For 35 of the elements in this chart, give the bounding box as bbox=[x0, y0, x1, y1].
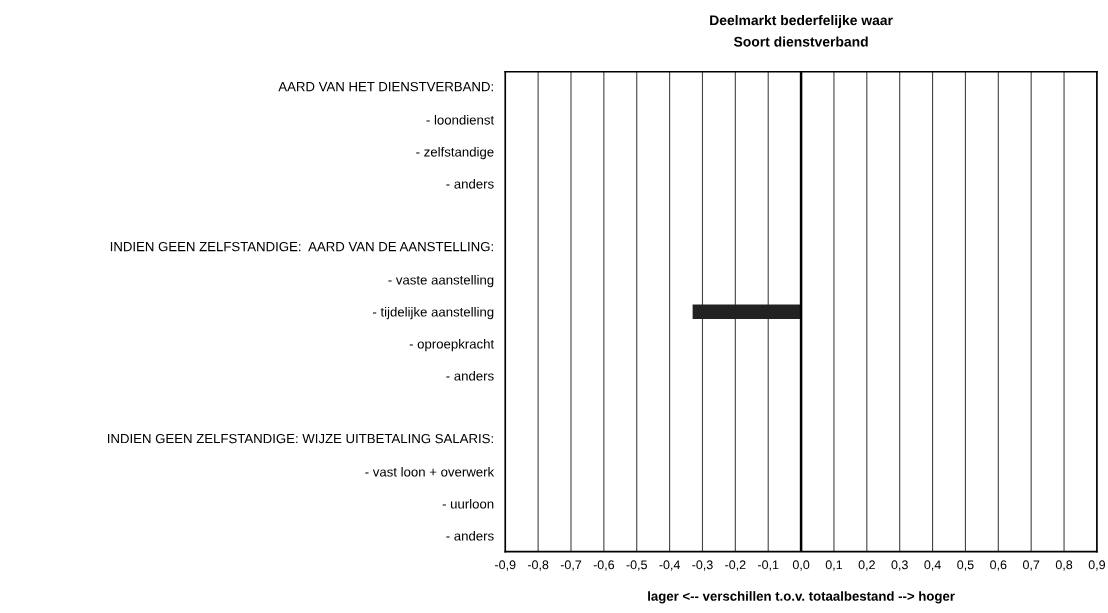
y-tick-label: - loondienst bbox=[426, 114, 495, 125]
y-tick-label: - uurloon bbox=[442, 498, 494, 509]
x-tick-label: -0,9 bbox=[495, 560, 516, 571]
x-tick-label: 0,9 bbox=[1088, 560, 1106, 571]
x-tick-label: -0,1 bbox=[758, 560, 779, 571]
x-tick-label: 0,8 bbox=[1055, 560, 1073, 571]
x-tick-label: -0,5 bbox=[626, 560, 647, 571]
x-tick-label: 0,3 bbox=[891, 560, 908, 571]
y-tick-label: - tijdelijke aanstelling bbox=[372, 306, 494, 320]
x-tick-label: 0,6 bbox=[990, 560, 1007, 571]
x-tick-label: -0,7 bbox=[560, 560, 582, 571]
y-tick-label: - anders bbox=[446, 530, 494, 541]
y-tick-label: - anders bbox=[446, 370, 494, 381]
x-tick-label: 0,5 bbox=[957, 560, 974, 571]
x-tick-label: -0,6 bbox=[593, 560, 615, 571]
text: AARD VAN HET DIENSTVERBAND: bbox=[278, 81, 493, 92]
x-tick-label: 0,1 bbox=[825, 560, 843, 571]
x-tick-label: -0,3 bbox=[692, 560, 713, 571]
x-tick-label: -0,2 bbox=[725, 560, 746, 571]
x-tick-label: 0,0 bbox=[792, 560, 810, 571]
x-tick-label: 0,2 bbox=[858, 560, 875, 571]
y-tick-label: - anders bbox=[446, 178, 494, 189]
x-tick-label: -0,4 bbox=[659, 560, 681, 571]
x-axis-title: lager <-- verschillen t.o.v. totaalbestand --> hoger bbox=[648, 591, 955, 604]
chart-subtitle: Soort dienstverband bbox=[733, 36, 868, 47]
x-tick-label: 0,7 bbox=[1022, 560, 1040, 571]
text: INDIEN GEEN ZELFSTANDIGE: AARD VAN DE AANSTELLING: bbox=[110, 241, 493, 252]
x-tick-label: -0,8 bbox=[527, 560, 549, 571]
text: INDIEN GEEN ZELFSTANDIGE: WIJZE UITBETALING SALARIS: bbox=[108, 433, 493, 444]
y-tick-label: - vaste aanstelling bbox=[388, 274, 494, 288]
y-tick-label: - oproepkracht bbox=[409, 338, 495, 352]
x-tick-label: 0,4 bbox=[924, 560, 941, 571]
y-tick-label: - vast loon + overwerk bbox=[365, 466, 495, 477]
y-tick-label: - zelfstandige bbox=[416, 146, 494, 160]
chart-title: Deelmarkt bederfelijke waar bbox=[710, 14, 893, 28]
